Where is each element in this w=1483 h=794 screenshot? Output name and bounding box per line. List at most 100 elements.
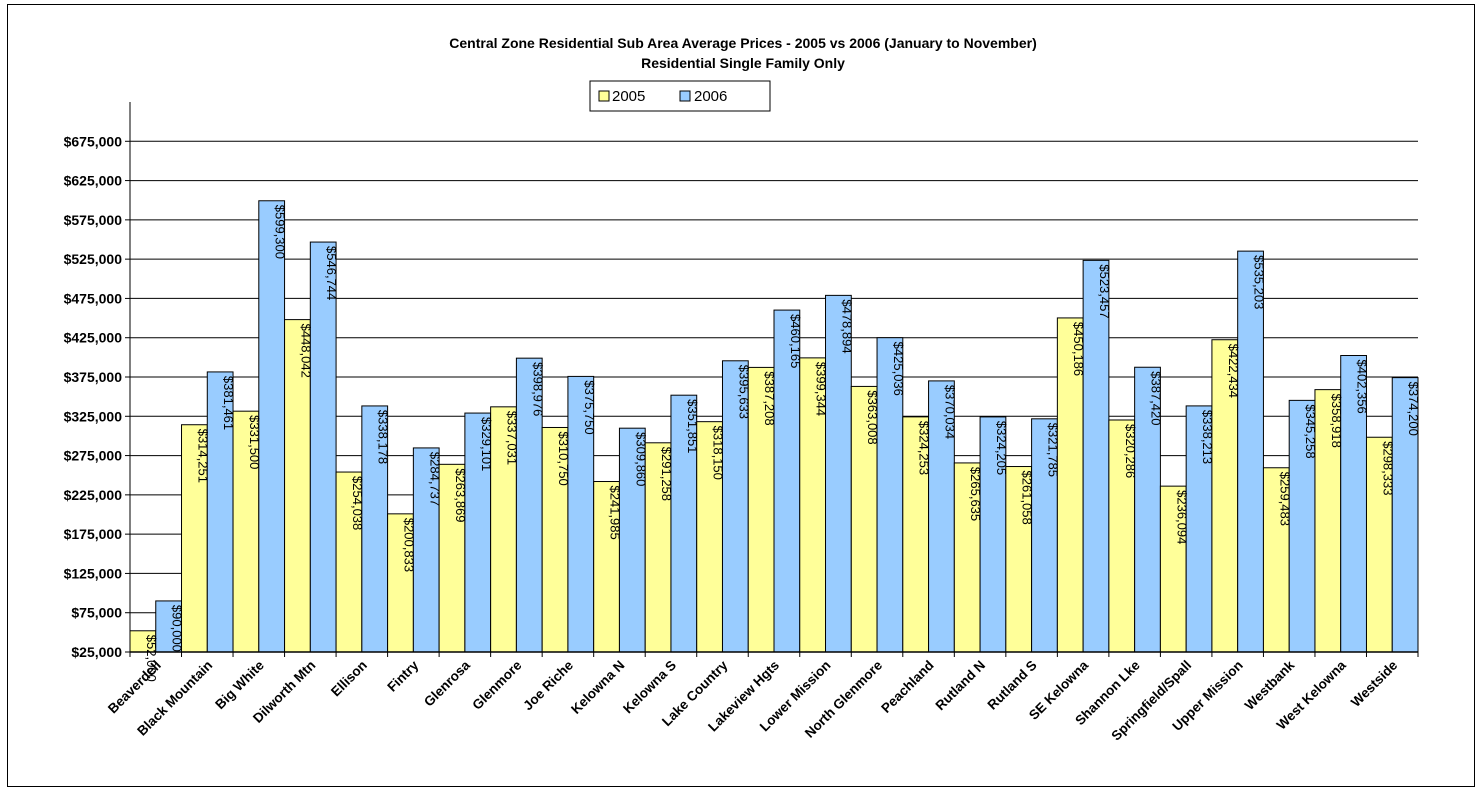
bar-2005-9	[593, 481, 620, 653]
data-label-2005-16: $265,635	[968, 467, 983, 521]
data-label-2006-17: $321,785	[1045, 423, 1060, 477]
category-label-15: Peachland	[878, 658, 936, 716]
bar-2005-10	[644, 442, 672, 653]
bar-2005-2	[232, 410, 260, 653]
data-label-2006-16: $324,205	[994, 421, 1009, 475]
data-labels: $52,000 $90,000 $314,251 $381,461 $331,500 $5…	[144, 205, 1421, 682]
y-tick-label: $225,000	[64, 487, 123, 503]
data-label-2005-12: $387,208	[762, 371, 777, 425]
data-label-2005-17: $261,058	[1020, 471, 1035, 525]
y-tick-label: $675,000	[64, 133, 123, 149]
bar-2005-24	[1365, 436, 1393, 653]
data-label-2005-21: $422,434	[1226, 344, 1241, 398]
data-label-2005-18: $450,186	[1071, 322, 1086, 376]
data-label-2006-6: $329,101	[479, 417, 494, 471]
bar-2006-19	[1134, 366, 1161, 653]
bar-2005-14	[850, 385, 878, 653]
category-label-24: Westside	[1348, 657, 1401, 710]
data-label-2005-10: $291,258	[659, 447, 674, 501]
data-label-2006-13: $478,894	[839, 299, 854, 353]
data-label-2005-4: $254,038	[350, 476, 365, 530]
data-label-2005-11: $318,150	[711, 426, 726, 480]
data-label-2006-7: $398,976	[530, 362, 545, 416]
bar-2006-8	[567, 375, 595, 653]
data-label-2006-21: $535,203	[1252, 255, 1267, 309]
data-label-2005-6: $263,869	[453, 468, 468, 522]
bar-2005-1	[181, 424, 208, 653]
data-label-2005-2: $331,500	[247, 415, 262, 469]
data-label-2006-5: $284,737	[427, 452, 442, 506]
data-label-2006-4: $338,178	[376, 410, 391, 464]
bar-2005-3	[284, 319, 311, 653]
category-label-16: Rutland N	[933, 658, 989, 714]
legend: 2005 2006	[589, 80, 771, 112]
data-label-2006-23: $402,356	[1355, 360, 1370, 414]
data-label-2006-12: $460,165	[788, 314, 803, 368]
data-label-2006-14: $425,036	[891, 342, 906, 396]
data-label-2006-15: $370,034	[942, 385, 957, 439]
y-tick-label: $175,000	[64, 526, 123, 542]
bar-2005-17	[1005, 466, 1033, 653]
y-tick-label: $625,000	[64, 173, 123, 189]
bar-2006-20	[1185, 405, 1213, 653]
data-label-2006-22: $345,258	[1303, 404, 1318, 458]
data-label-2006-9: $309,860	[633, 432, 648, 486]
bar-2006-1	[206, 371, 234, 653]
data-label-2006-18: $523,457	[1097, 264, 1112, 318]
y-axis-ticks: $25,000 $75,000 $125,000 $175,000 $225,000 $2…	[64, 133, 130, 660]
data-label-2005-19: $320,286	[1123, 424, 1138, 478]
category-label-17: Rutland S	[985, 658, 1040, 713]
data-label-2005-20: $236,094	[1174, 490, 1189, 544]
legend-swatch-2005	[598, 90, 610, 102]
bar-2005-19	[1108, 419, 1136, 653]
category-label-6: Glenrosa	[421, 657, 473, 709]
data-label-2006-10: $351,851	[685, 399, 700, 453]
bar-2005-23	[1314, 389, 1342, 653]
data-label-2006-0: $90,000	[170, 605, 185, 652]
category-label-2: Big White	[212, 657, 267, 712]
data-label-2005-23: $358,918	[1329, 394, 1344, 448]
category-label-5: Fintry	[384, 657, 421, 694]
bar-2005-11	[696, 421, 723, 653]
data-label-2005-0: $52,000	[144, 635, 159, 682]
bar-2006-24	[1391, 377, 1419, 653]
bar-2006-7	[515, 357, 543, 653]
data-label-2005-14: $363,008	[865, 390, 880, 444]
data-label-2006-19: $387,420	[1149, 371, 1164, 425]
bar-2005-21	[1211, 339, 1239, 653]
axes	[129, 102, 1418, 653]
bar-2006-9	[618, 427, 646, 653]
category-label-8: Joe Riche	[520, 657, 576, 713]
data-label-2006-20: $338,213	[1200, 410, 1215, 464]
data-label-2005-3: $448,042	[298, 324, 313, 378]
category-label-7: Glenmore	[469, 657, 525, 713]
y-tick-label: $375,000	[64, 369, 123, 385]
data-label-2006-2: $599,300	[273, 205, 288, 259]
bar-2006-21	[1237, 250, 1264, 653]
bar-2006-18	[1082, 259, 1110, 653]
bar-2006-16	[979, 416, 1007, 653]
bar-2005-6	[438, 463, 466, 653]
legend-label-2006: 2006	[694, 88, 727, 105]
bar-2006-6	[464, 412, 492, 653]
y-tick-label: $525,000	[64, 251, 123, 267]
legend-swatch-2006	[679, 90, 691, 102]
bar-2005-12	[747, 366, 775, 653]
category-label-4: Ellison	[328, 658, 370, 700]
bar-2005-15	[902, 416, 930, 653]
data-label-2006-11: $395,633	[736, 365, 751, 419]
data-label-2005-24: $298,333	[1380, 441, 1395, 495]
legend-label-2005: 2005	[612, 88, 645, 105]
y-tick-label: $75,000	[71, 605, 122, 621]
data-label-2005-13: $399,344	[814, 362, 829, 416]
y-tick-label: $475,000	[64, 290, 123, 306]
category-label-22: Westbank	[1242, 657, 1298, 713]
y-tick-label: $325,000	[64, 408, 123, 424]
y-tick-label: $125,000	[64, 565, 123, 581]
data-label-2006-24: $374,200	[1406, 382, 1421, 436]
bars	[129, 200, 1419, 653]
bar-2006-3	[309, 241, 337, 653]
data-label-2005-22: $259,483	[1277, 472, 1292, 526]
